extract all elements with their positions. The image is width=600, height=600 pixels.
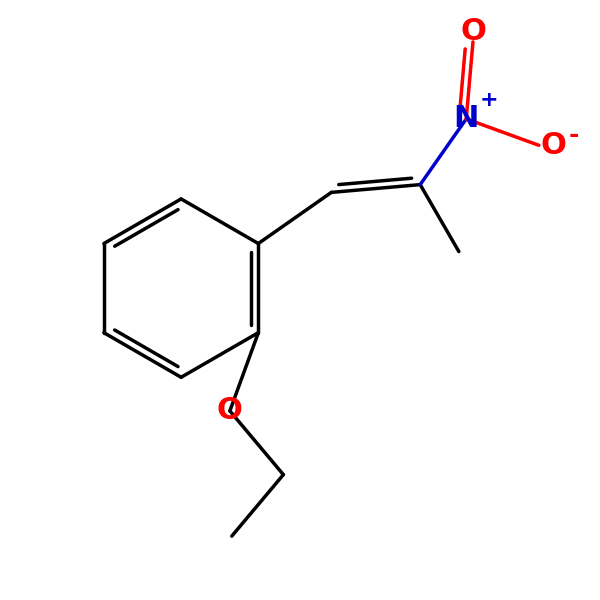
Text: +: + bbox=[479, 90, 498, 110]
Text: -: - bbox=[568, 122, 578, 146]
Text: O: O bbox=[541, 131, 566, 160]
Text: O: O bbox=[460, 17, 486, 46]
Text: N: N bbox=[454, 104, 479, 133]
Text: O: O bbox=[217, 397, 243, 425]
